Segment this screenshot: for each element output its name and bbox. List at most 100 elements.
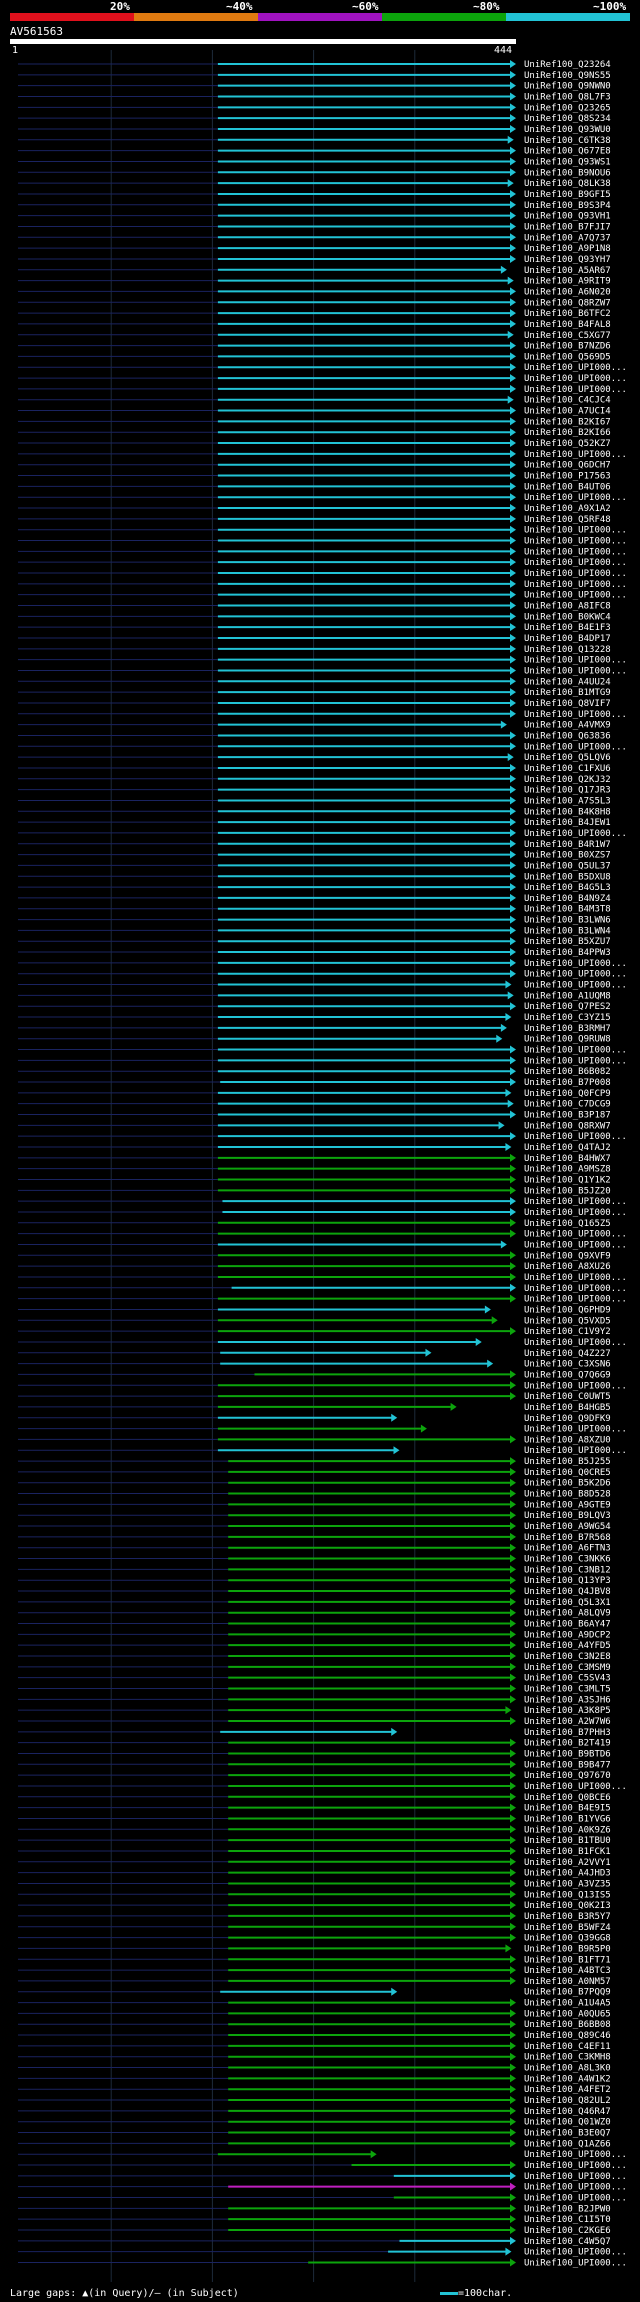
hit-label[interactable]: UniRef100_B9LQV3 [524, 1511, 611, 1521]
hit-label[interactable]: UniRef100_Q82UL2 [524, 2096, 611, 2106]
hit-label[interactable]: UniRef100_A9DCP2 [524, 1630, 611, 1640]
hit-label[interactable]: UniRef100_Q0CRE5 [524, 1468, 611, 1478]
hit-label[interactable]: UniRef100_UPI000... [524, 385, 627, 395]
hit-label[interactable]: UniRef100_UPI000... [524, 1046, 627, 1056]
hit-label[interactable]: UniRef100_A9MSZ8 [524, 1165, 611, 1175]
hit-label[interactable]: UniRef100_A6FTN3 [524, 1544, 611, 1554]
hit-label[interactable]: UniRef100_UPI000... [524, 742, 627, 752]
hit-label[interactable]: UniRef100_UPI000... [524, 450, 627, 460]
hit-label[interactable]: UniRef100_B4UT06 [524, 482, 611, 492]
hit-label[interactable]: UniRef100_UPI000... [524, 526, 627, 536]
hit-label[interactable]: UniRef100_Q23264 [524, 60, 611, 70]
hit-label[interactable]: UniRef100_UPI000... [524, 959, 627, 969]
hit-label[interactable]: UniRef100_B6B082 [524, 1067, 611, 1077]
hit-label[interactable]: UniRef100_UPI000... [524, 558, 627, 568]
hit-label[interactable]: UniRef100_B5XZU7 [524, 937, 611, 947]
hit-label[interactable]: UniRef100_B2JPW0 [524, 2204, 611, 2214]
hit-label[interactable]: UniRef100_Q52KZ7 [524, 439, 611, 449]
hit-label[interactable]: UniRef100_Q13YP3 [524, 1576, 611, 1586]
hit-label[interactable]: UniRef100_A3K8P5 [524, 1706, 611, 1716]
hit-label[interactable]: UniRef100_A5AR67 [524, 266, 611, 276]
hit-label[interactable]: UniRef100_Q93YH7 [524, 255, 611, 265]
hit-label[interactable]: UniRef100_A4YFD5 [524, 1641, 611, 1651]
hit-label[interactable]: UniRef100_A9P1N8 [524, 244, 611, 254]
hit-label[interactable]: UniRef100_Q39GG8 [524, 1934, 611, 1944]
hit-label[interactable]: UniRef100_B4E9I5 [524, 1804, 611, 1814]
hit-label[interactable]: UniRef100_UPI000... [524, 970, 627, 980]
hit-label[interactable]: UniRef100_B1FCK1 [524, 1847, 611, 1857]
hit-label[interactable]: UniRef100_C1V9Y2 [524, 1327, 611, 1337]
hit-label[interactable]: UniRef100_C4CJC4 [524, 396, 611, 406]
hit-label[interactable]: UniRef100_UPI000... [524, 363, 627, 373]
hit-label[interactable]: UniRef100_UPI000... [524, 537, 627, 547]
hit-label[interactable]: UniRef100_UPI000... [524, 1056, 627, 1066]
hit-label[interactable]: UniRef100_C0UWT5 [524, 1392, 611, 1402]
hit-label[interactable]: UniRef100_C3YZ15 [524, 1013, 611, 1023]
hit-label[interactable]: UniRef100_Q7PES2 [524, 1002, 611, 1012]
hit-label[interactable]: UniRef100_UPI000... [524, 981, 627, 991]
hit-label[interactable]: UniRef100_UPI000... [524, 2150, 627, 2160]
hit-label[interactable]: UniRef100_B9S3P4 [524, 201, 611, 211]
hit-label[interactable]: UniRef100_UPI000... [524, 1240, 627, 1250]
hit-label[interactable]: UniRef100_B4HGB5 [524, 1403, 611, 1413]
hit-label[interactable]: UniRef100_B4JEW1 [524, 818, 611, 828]
hit-label[interactable]: UniRef100_UPI000... [524, 2248, 627, 2258]
hit-label[interactable]: UniRef100_B5K2D6 [524, 1479, 611, 1489]
hit-label[interactable]: UniRef100_A0K9Z6 [524, 1825, 611, 1835]
hit-label[interactable]: UniRef100_A8LQV9 [524, 1609, 611, 1619]
hit-label[interactable]: UniRef100_Q6DCH7 [524, 461, 611, 471]
hit-label[interactable]: UniRef100_UPI000... [524, 1381, 627, 1391]
hit-label[interactable]: UniRef100_A7S5L3 [524, 796, 611, 806]
hit-label[interactable]: UniRef100_UPI000... [524, 1208, 627, 1218]
hit-label[interactable]: UniRef100_UPI000... [524, 666, 627, 676]
hit-label[interactable]: UniRef100_C3XSN6 [524, 1360, 611, 1370]
hit-label[interactable]: UniRef100_B7R568 [524, 1533, 611, 1543]
hit-label[interactable]: UniRef100_B5J255 [524, 1457, 611, 1467]
hit-label[interactable]: UniRef100_C4W5Q7 [524, 2237, 611, 2247]
hit-label[interactable]: UniRef100_B6AY47 [524, 1620, 611, 1630]
hit-label[interactable]: UniRef100_Q8VIF7 [524, 699, 611, 709]
hit-label[interactable]: UniRef100_A4VMX9 [524, 721, 611, 731]
hit-label[interactable]: UniRef100_Q13228 [524, 645, 611, 655]
hit-label[interactable]: UniRef100_UPI000... [524, 829, 627, 839]
hit-label[interactable]: UniRef100_UPI000... [524, 493, 627, 503]
hit-label[interactable]: UniRef100_Q5LQV6 [524, 753, 611, 763]
hit-label[interactable]: UniRef100_Q1Y1K2 [524, 1175, 611, 1185]
hit-label[interactable]: UniRef100_A4UU24 [524, 677, 611, 687]
hit-label[interactable]: UniRef100_B3LWN4 [524, 926, 611, 936]
hit-label[interactable]: UniRef100_B1FT71 [524, 1955, 611, 1965]
hit-label[interactable]: UniRef100_B4R1W7 [524, 840, 611, 850]
hit-label[interactable]: UniRef100_Q5UL37 [524, 861, 611, 871]
hit-label[interactable]: UniRef100_A2VVY1 [524, 1858, 611, 1868]
hit-label[interactable]: UniRef100_UPI000... [524, 2161, 627, 2171]
hit-label[interactable]: UniRef100_B0KWC4 [524, 612, 611, 622]
hit-label[interactable]: UniRef100_C3KMH8 [524, 2053, 611, 2063]
hit-label[interactable]: UniRef100_B5JZ20 [524, 1186, 611, 1196]
hit-label[interactable]: UniRef100_B1TBU0 [524, 1836, 611, 1846]
hit-label[interactable]: UniRef100_B4DP17 [524, 634, 611, 644]
hit-label[interactable]: UniRef100_B4G5L3 [524, 883, 611, 893]
hit-label[interactable]: UniRef100_A1U4A5 [524, 1999, 611, 2009]
hit-label[interactable]: UniRef100_UPI000... [524, 580, 627, 590]
hit-label[interactable]: UniRef100_Q5L3X1 [524, 1598, 611, 1608]
hit-label[interactable]: UniRef100_C5SV43 [524, 1674, 611, 1684]
hit-label[interactable]: UniRef100_A2W7W6 [524, 1717, 611, 1727]
hit-label[interactable]: UniRef100_A6N020 [524, 287, 611, 297]
hit-label[interactable]: UniRef100_Q01WZ0 [524, 2118, 611, 2128]
hit-label[interactable]: UniRef100_Q13IS5 [524, 1890, 611, 1900]
hit-label[interactable]: UniRef100_B7PQQ9 [524, 1988, 611, 1998]
hit-label[interactable]: UniRef100_A4BTC3 [524, 1966, 611, 1976]
hit-label[interactable]: UniRef100_A3SJH6 [524, 1695, 611, 1705]
hit-label[interactable]: UniRef100_UPI000... [524, 2258, 627, 2268]
hit-label[interactable]: UniRef100_B5DXU8 [524, 872, 611, 882]
hit-label[interactable]: UniRef100_UPI000... [524, 656, 627, 666]
hit-label[interactable]: UniRef100_C3MLT5 [524, 1685, 611, 1695]
hit-label[interactable]: UniRef100_B0XZS7 [524, 851, 611, 861]
hit-label[interactable]: UniRef100_A7UCI4 [524, 407, 611, 417]
hit-label[interactable]: UniRef100_B7P008 [524, 1078, 611, 1088]
hit-label[interactable]: UniRef100_UPI000... [524, 1273, 627, 1283]
hit-label[interactable]: UniRef100_A0NM57 [524, 1977, 611, 1987]
hit-label[interactable]: UniRef100_Q9RUW8 [524, 1035, 611, 1045]
hit-label[interactable]: UniRef100_B9NOU6 [524, 168, 611, 178]
hit-label[interactable]: UniRef100_B4HWX7 [524, 1154, 611, 1164]
